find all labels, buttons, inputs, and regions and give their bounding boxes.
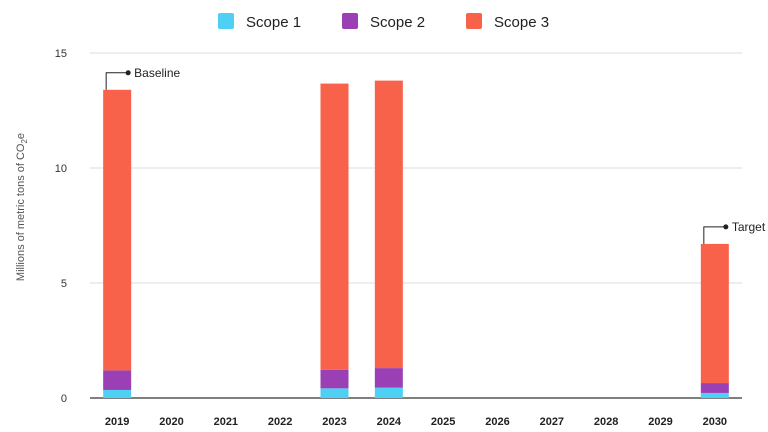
bar-scope-3-2030: [700, 243, 729, 384]
bar-scope-2-2023: [320, 369, 349, 389]
x-tick-label: 2025: [431, 416, 455, 428]
bar-scope-2-2024: [374, 368, 403, 388]
gridlines: [90, 52, 742, 399]
annotation-dot: [125, 70, 131, 76]
annotation-label: Baseline: [134, 66, 180, 80]
bar-scope-1-2023: [320, 388, 349, 398]
bar-scope-3-2019: [103, 89, 132, 371]
x-tick-label: 2020: [159, 416, 183, 428]
bar-scope-1-2030: [700, 392, 729, 398]
y-axis-title: Millions of metric tons of CO2e: [15, 133, 29, 281]
y-tick-label: 15: [55, 48, 67, 60]
legend: Scope 1 Scope 2 Scope 3: [218, 13, 549, 31]
legend-label-scope-2: Scope 2: [370, 14, 425, 31]
annotation-leader-line: [105, 72, 129, 90]
legend-label-scope-1: Scope 1: [246, 14, 301, 31]
x-tick-label: 2023: [322, 416, 346, 428]
legend-swatch-scope-2: [342, 13, 358, 29]
y-tick-label: 0: [61, 393, 67, 405]
x-tick-label: 2026: [485, 416, 509, 428]
bar-scope-2-2030: [700, 383, 729, 393]
legend-label-scope-3: Scope 3: [494, 14, 549, 31]
legend-swatch-scope-3: [466, 13, 482, 29]
annotation-label: Target: [732, 220, 766, 234]
x-tick-label: 2019: [105, 416, 129, 428]
x-tick-label: 2028: [594, 416, 618, 428]
y-tick-label: 5: [61, 278, 67, 290]
x-tick-label: 2027: [540, 416, 564, 428]
y-axis-ticks: 0 5 10 15: [55, 48, 67, 405]
x-tick-label: 2029: [648, 416, 672, 428]
annotation-leader-line: [703, 226, 726, 244]
annotation-dot: [723, 224, 729, 230]
y-tick-label: 10: [55, 163, 67, 175]
y-axis-title-end: e: [15, 133, 27, 139]
y-axis-title-subscript: 2: [20, 139, 29, 144]
annotations: Baseline Target: [105, 66, 766, 244]
x-axis-ticks: 2019 2020 2021 2022 2023 2024 2025 2026 2027 2028…: [105, 416, 727, 428]
bar-scope-1-2019: [103, 389, 132, 398]
bar-scope-2-2019: [103, 370, 132, 390]
bar-scope-3-2024: [374, 80, 403, 369]
bars: [103, 80, 729, 398]
x-tick-label: 2024: [377, 416, 402, 428]
bar-scope-1-2024: [374, 387, 403, 398]
x-tick-label: 2030: [703, 416, 727, 428]
x-tick-label: 2021: [214, 416, 238, 428]
bar-scope-3-2023: [320, 83, 349, 370]
legend-swatch-scope-1: [218, 13, 234, 29]
x-tick-label: 2022: [268, 416, 292, 428]
y-axis-title-main: Millions of metric tons of CO: [15, 143, 27, 281]
